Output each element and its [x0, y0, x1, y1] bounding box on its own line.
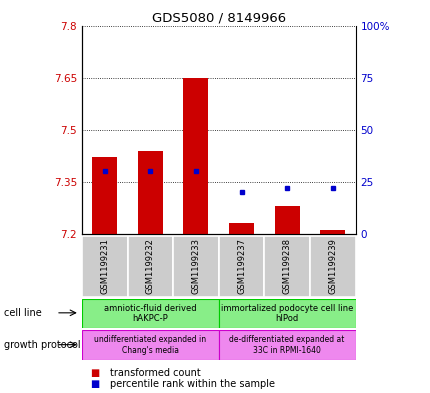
Text: de-differentiated expanded at
33C in RPMI-1640: de-differentiated expanded at 33C in RPM… [229, 335, 344, 354]
FancyBboxPatch shape [309, 236, 355, 297]
FancyBboxPatch shape [82, 236, 127, 297]
Bar [228, 223, 254, 234]
Bar [319, 230, 344, 234]
FancyBboxPatch shape [82, 299, 218, 328]
FancyBboxPatch shape [264, 236, 309, 297]
Text: ■: ■ [90, 367, 99, 378]
Text: amniotic-fluid derived
hAKPC-P: amniotic-fluid derived hAKPC-P [104, 304, 196, 323]
Text: immortalized podocyte cell line
hIPod: immortalized podocyte cell line hIPod [221, 304, 353, 323]
FancyBboxPatch shape [82, 330, 218, 360]
Text: GSM1199232: GSM1199232 [145, 238, 154, 294]
FancyBboxPatch shape [173, 236, 218, 297]
Text: percentile rank within the sample: percentile rank within the sample [110, 379, 274, 389]
FancyBboxPatch shape [218, 299, 355, 328]
Text: undifferentiated expanded in
Chang's media: undifferentiated expanded in Chang's med… [94, 335, 206, 354]
Bar [274, 206, 299, 234]
Text: GSM1199238: GSM1199238 [282, 238, 291, 294]
Text: transformed count: transformed count [110, 367, 200, 378]
Text: growth protocol: growth protocol [4, 340, 81, 350]
Bar [138, 151, 163, 234]
FancyBboxPatch shape [218, 236, 264, 297]
FancyBboxPatch shape [127, 236, 173, 297]
Title: GDS5080 / 8149966: GDS5080 / 8149966 [151, 11, 285, 24]
Bar [92, 158, 117, 234]
Text: GSM1199233: GSM1199233 [191, 238, 200, 294]
FancyBboxPatch shape [218, 330, 355, 360]
Text: GSM1199239: GSM1199239 [328, 238, 337, 294]
Text: GSM1199237: GSM1199237 [237, 238, 246, 294]
Text: ■: ■ [90, 379, 99, 389]
Text: cell line: cell line [4, 308, 42, 318]
Bar [183, 77, 208, 234]
Text: GSM1199231: GSM1199231 [100, 238, 109, 294]
